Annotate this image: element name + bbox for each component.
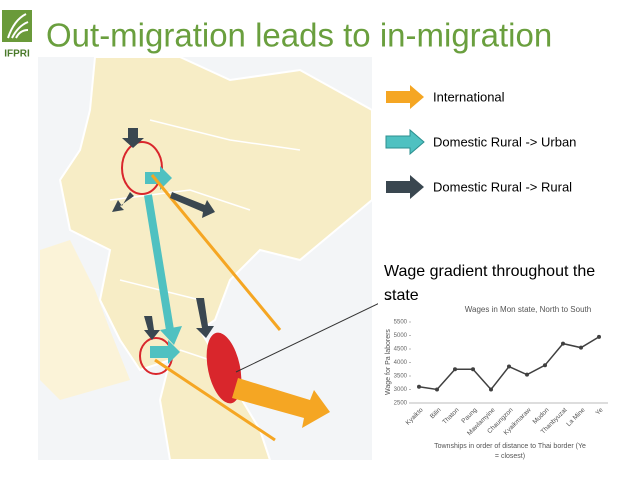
y-tick-label: 4500 [394,347,408,353]
callout-line-2: state [384,287,419,304]
y-tick-label: 3500 [394,374,408,380]
arrow-urban-short [150,340,180,364]
callout-line-1: Wage gradient throughout the [384,263,595,280]
data-point [579,345,583,350]
data-point [597,334,601,339]
callout-text: Wage gradient throughout the state [384,263,595,304]
data-point [471,367,475,372]
arrow-international-big [232,378,330,428]
data-point [489,387,493,392]
data-point [525,372,529,377]
map-land-west [40,240,130,400]
arrow-rural [122,128,144,148]
chart-frame [378,300,610,460]
x-label-line-1: Townships in order of distance to Thai b… [434,443,586,450]
callout-line [235,297,391,373]
data-point [561,341,565,346]
y-tick-label: 3000 [394,387,408,393]
y-tick-label: 4000 [394,360,408,366]
y-tick-label: 5500 [394,320,408,326]
y-tick-label: 5000 [394,333,408,339]
arrow-urban [144,194,174,331]
arrow-rural [112,192,134,212]
legend-arrow-urban [385,128,425,156]
logo-leaf [7,13,29,39]
arrow-rural [170,192,215,218]
map-borders [109,119,301,371]
legend-label: Domestic Rural -> Urban [433,134,576,149]
legend-arrow-rural [386,175,424,199]
arrow-urban-short [145,166,172,190]
data-point [543,363,547,368]
arrow-international [154,358,276,442]
chart-title: Wages in Mon state, North to South [465,305,591,314]
arrow-rural [144,316,160,340]
x-tick-label: Ye [594,406,604,416]
logo-text: IFPRI [4,49,30,60]
legend-label: International [433,89,505,104]
y-axis-label: Wage for Pa laborers [385,329,392,395]
x-axis-label: Townships in order of distance to Thai b… [434,443,586,460]
x-label-line-2: = closest) [495,453,525,460]
arrow-head [160,326,182,345]
legend-arrow-international [386,85,424,109]
arrow-rural [196,298,214,338]
legend-label: Domestic Rural -> Rural [433,179,572,194]
mon-state [206,332,242,404]
arrow-international [150,174,282,331]
data-point [507,364,511,369]
data-point [417,384,421,389]
data-point [453,367,457,372]
y-tick-label: 2500 [394,401,408,407]
slide-title: Out-migration leads to in-migration [46,17,552,54]
data-point [435,387,439,392]
